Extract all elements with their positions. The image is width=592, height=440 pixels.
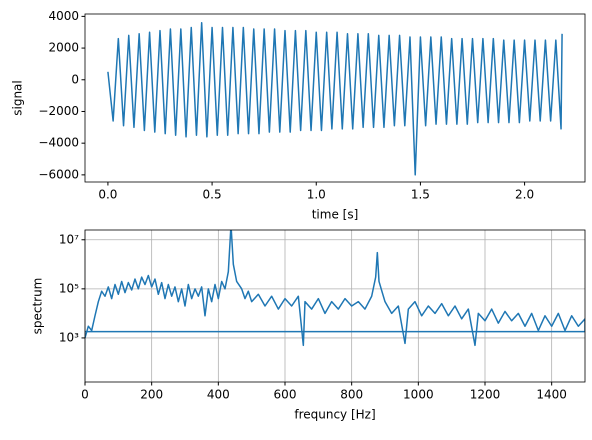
- x-tick-label: 400: [207, 388, 230, 402]
- y-tick-label: −6000: [38, 167, 79, 181]
- x-tick-label: 2.0: [515, 188, 534, 202]
- y-axis-label: spectrum: [31, 278, 45, 335]
- x-tick-label: 200: [140, 388, 163, 402]
- x-tick-label: 1200: [470, 388, 501, 402]
- y-axis-label: signal: [11, 80, 25, 116]
- signal-line: [85, 230, 585, 347]
- x-tick-label: 1.5: [411, 188, 430, 202]
- x-tick-label: 0.0: [98, 188, 117, 202]
- x-tick-label: 1.0: [307, 188, 326, 202]
- y-tick-label: 2000: [48, 41, 79, 55]
- x-tick-label: 1400: [536, 388, 567, 402]
- y-tick-label: 10⁷: [59, 232, 79, 246]
- y-tick-label: −2000: [38, 104, 79, 118]
- x-tick-label: 0.5: [203, 188, 222, 202]
- y-tick-label: −4000: [38, 136, 79, 150]
- x-tick-label: 800: [340, 388, 363, 402]
- x-tick-label: 0: [81, 388, 89, 402]
- axes-background: [85, 14, 585, 182]
- x-axis-label: frequncy [Hz]: [294, 408, 375, 422]
- y-tick-label: 10³: [59, 330, 79, 344]
- y-tick-label: 4000: [48, 9, 79, 23]
- y-tick-label: 0: [71, 72, 79, 86]
- x-axis-label: time [s]: [312, 208, 359, 222]
- signal-line: [107, 21, 563, 176]
- y-tick-label: 10⁵: [59, 281, 79, 295]
- axes-frame: [84, 13, 586, 183]
- axes-frame: [84, 229, 586, 383]
- x-tick-label: 600: [274, 388, 297, 402]
- x-tick-label: 1000: [403, 388, 434, 402]
